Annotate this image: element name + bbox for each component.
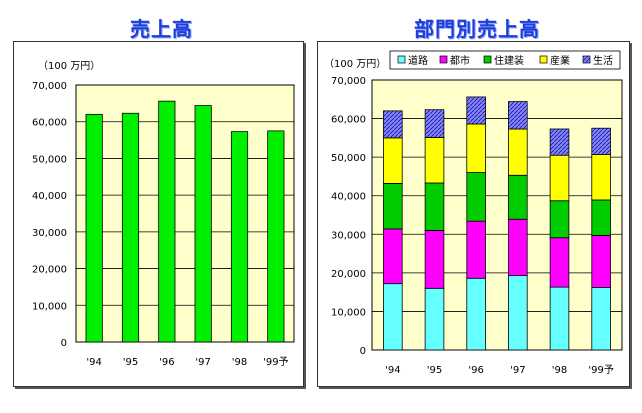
bar-segment [424,230,445,289]
x-tick-label: '99予 [588,364,613,376]
bar-segment [508,275,528,351]
legend-label: 都市 [450,54,470,67]
bar-segment [383,137,403,184]
legend-label: 生活 [593,54,613,67]
x-tick-label: '95 [123,357,138,368]
x-tick-label: '97 [195,357,210,368]
bar-segment [383,228,403,285]
plot-area [75,84,295,343]
bar [230,131,249,343]
y-unit-label: （100 万円） [38,60,100,72]
bar-segment [466,172,486,222]
legend: 道路 都市 住建装 産業 生活 [389,50,621,70]
y-tick-label: 50,000 [331,153,366,164]
x-tick-label: '98 [232,357,247,368]
x-tick-label: '98 [552,365,567,376]
bar [267,130,285,343]
bar-segment [508,174,528,220]
bar-segment [508,128,528,176]
y-tick-label: 0 [360,346,366,357]
bar-segment [591,127,611,155]
y-tick-label: 0 [61,338,67,349]
legend-swatch [582,55,591,64]
legend-swatch [483,55,492,64]
legend-label: 道路 [408,54,428,67]
x-tick-label: '94 [385,365,400,376]
bar-segment [466,277,486,351]
bar-segment [591,154,611,201]
sales-chart-panel: 0 10,000 20,000 30,000 40,000 50,000 60,000 70,… [13,41,304,387]
bar-segment [424,137,445,184]
bar-segment [549,200,570,239]
y-tick-label: 70,000 [32,81,67,92]
y-tick-label: 30,000 [32,228,67,239]
bar-segment [383,182,403,230]
y-unit-label: （100 万円） [324,58,386,70]
bar [194,105,212,343]
y-tick-label: 20,000 [331,269,366,280]
bar [85,113,103,343]
bar-segment [549,286,570,351]
chart-title-right: 部門別売上高 [414,17,540,41]
x-tick-label: '97 [510,365,525,376]
y-tick-label: 40,000 [32,191,67,202]
bar-segment [508,218,528,276]
legend-swatch [397,55,406,64]
bar-segment [424,182,445,231]
legend-swatch [439,55,448,64]
x-tick-label: '99予 [263,356,288,368]
bar-segment [466,123,486,173]
legend-label: 住建装 [494,54,524,67]
chart-title-left: 売上高 [130,17,193,41]
y-tick-label: 70,000 [331,76,366,87]
bar [121,112,140,343]
legend-label: 産業 [550,54,570,67]
bar [158,100,176,343]
bar-segment [549,154,570,202]
bar-segment [466,220,486,279]
bar-segment [549,237,570,288]
bar-segment [591,199,611,236]
legend-box [389,50,621,70]
department-stacked-bar-chart: 0 10,000 20,000 30,000 40,000 50,000 60,000 70,… [324,50,623,376]
x-tick-label: '95 [427,365,442,376]
y-tick-label: 50,000 [32,154,67,165]
x-tick-label: '96 [468,365,483,376]
bar-segment [591,235,611,288]
y-tick-label: 40,000 [331,192,366,203]
y-tick-label: 20,000 [32,265,67,276]
x-tick-label: '94 [86,357,101,368]
bar-segment [591,287,611,351]
plot-area [371,79,623,351]
legend-swatch [539,55,548,64]
bar-segment [424,287,445,351]
y-tick-label: 60,000 [331,115,366,126]
x-tick-label: '96 [159,357,174,368]
y-tick-label: 30,000 [331,230,366,241]
bar-segment [383,283,403,351]
bar-segment [549,128,570,156]
bar-segment [424,109,445,138]
sales-bar-chart: 0 10,000 20,000 30,000 40,000 50,000 60,000 70,… [32,60,295,368]
department-sales-chart-panel: 0 10,000 20,000 30,000 40,000 50,000 60,000 70,… [317,41,630,387]
bar-segment [466,96,486,125]
y-tick-label: 10,000 [32,301,67,312]
y-tick-label: 10,000 [331,307,366,318]
bar-segment [508,101,528,130]
bar-segment [383,110,403,139]
y-tick-label: 60,000 [32,118,67,129]
